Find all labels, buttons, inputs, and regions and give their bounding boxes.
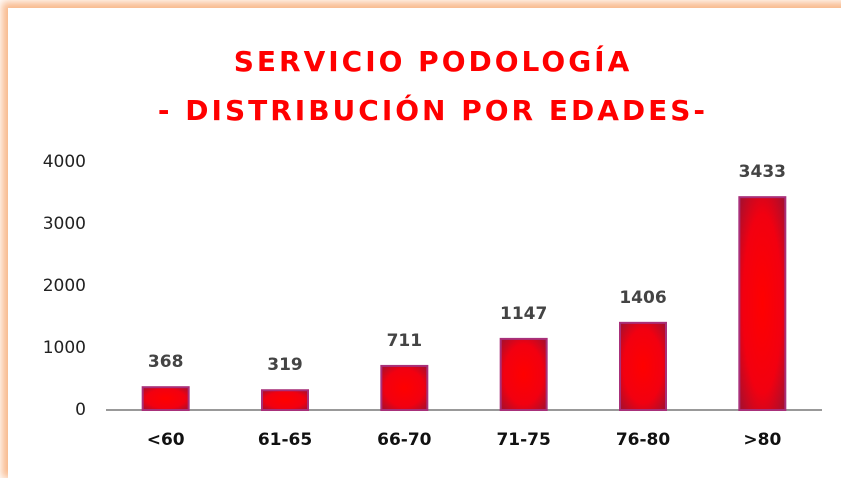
- y-tick-label: 2000: [43, 276, 86, 296]
- y-tick-label: 1000: [43, 338, 86, 358]
- data-label: 711: [387, 331, 423, 351]
- data-label: 368: [148, 352, 184, 372]
- x-tick-label: 61-65: [258, 430, 312, 450]
- bar: [738, 196, 787, 411]
- bar: [261, 389, 309, 411]
- data-label: 1406: [619, 288, 666, 308]
- data-label: 319: [267, 355, 303, 375]
- data-label: 3433: [739, 162, 786, 182]
- x-tick-label: <60: [147, 430, 185, 450]
- bar: [380, 364, 429, 411]
- bar: [141, 386, 190, 411]
- x-tick-label: 76-80: [616, 430, 671, 450]
- y-tick-label: 0: [75, 400, 86, 420]
- bar: [619, 321, 667, 411]
- x-tick-label: 71-75: [496, 430, 550, 450]
- y-tick-label: 4000: [43, 152, 86, 172]
- y-tick-label: 3000: [43, 214, 86, 234]
- bar: [499, 337, 548, 411]
- chart-title: SERVICIO PODOLOGÍA: [234, 44, 633, 78]
- x-tick-label: >80: [743, 430, 781, 450]
- chart-title: - DISTRIBUCIÓN POR EDADES-: [158, 93, 708, 127]
- data-label: 1147: [500, 304, 547, 324]
- x-tick-label: 66-70: [377, 430, 432, 450]
